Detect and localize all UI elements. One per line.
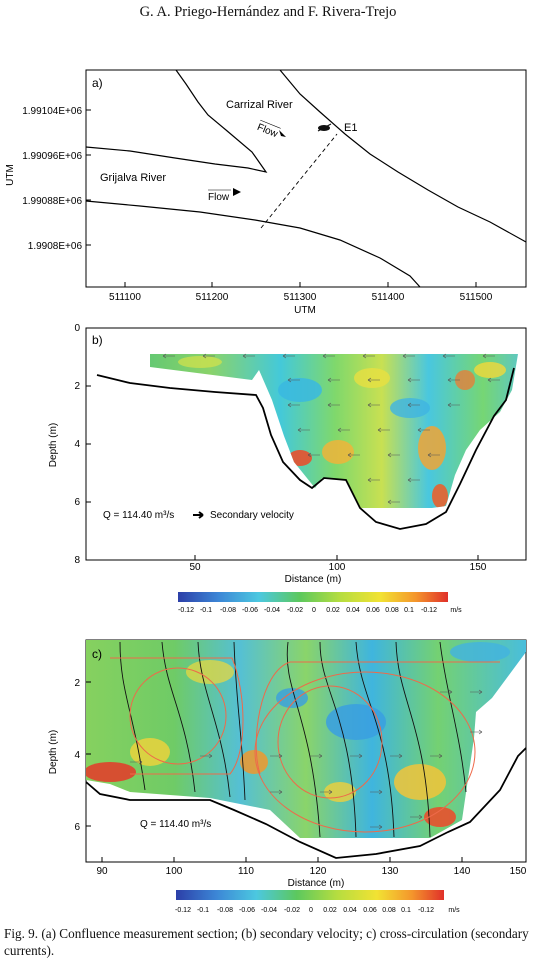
legend-secondary-velocity: Secondary velocity — [210, 510, 294, 521]
circulation-xtick: 150 — [510, 866, 527, 877]
river-label-carrizal: Carrizal River — [226, 99, 293, 111]
colorbar-unit: m/s — [450, 607, 462, 614]
colorbar-tick: -0.04 — [261, 907, 277, 914]
circulation-xtick: 130 — [382, 866, 399, 877]
circulation-xtick: 120 — [310, 866, 327, 877]
colorbar-tick: 0.08 — [382, 907, 396, 914]
colorbar-tick: -0.12 — [421, 607, 437, 614]
map-ytick: 1.9908E+06 — [28, 241, 83, 252]
station-marker-icon — [317, 123, 332, 132]
grijalva-south-bank — [85, 200, 421, 288]
colorbar-tick: -0.02 — [284, 907, 300, 914]
discharge-label-c: Q = 114.40 m³/s — [140, 819, 211, 830]
colorbar-c-ticks: -0.12 -0.1 -0.08 -0.06 -0.04 -0.02 0 0.0… — [175, 907, 460, 914]
map-ytick: 1.99104E+06 — [22, 106, 82, 117]
section-xtick: 150 — [470, 562, 487, 573]
flow-label-grijalva: Flow — [208, 192, 230, 203]
circulation-xtick: 110 — [238, 866, 254, 877]
colorbar-tick: 0 — [312, 607, 316, 614]
map-xtick: 511400 — [372, 292, 405, 303]
secondary-velocity-vectors — [162, 353, 500, 505]
colorbar-tick: 0.02 — [323, 907, 337, 914]
circulation-ylabel: Depth (m) — [48, 730, 59, 774]
colorbar-tick: -0.02 — [287, 607, 303, 614]
circulation-ytick: 4 — [74, 750, 80, 761]
colorbar-tick: 0.04 — [346, 607, 360, 614]
colorbar-tick: -0.1 — [197, 907, 209, 914]
station-label: E1 — [344, 122, 357, 134]
map-plot-frame — [85, 69, 527, 288]
colorbar-unit: m/s — [448, 907, 460, 914]
colorbar-tick: -0.1 — [200, 607, 212, 614]
figure-caption: Fig. 9. (a) Confluence measurement secti… — [4, 926, 529, 958]
riverbed-profile-c — [85, 747, 527, 859]
colorbar-tick: -0.06 — [239, 907, 255, 914]
riverbed-profile-b — [96, 367, 515, 530]
page-header: G. A. Priego-Hernández and F. Rivera-Tre… — [139, 4, 397, 20]
map-xtick: 511500 — [460, 292, 493, 303]
map-ytick: 1.99096E+06 — [22, 151, 82, 162]
colorbar-b — [178, 592, 448, 602]
colorbar-tick: 0.02 — [326, 607, 340, 614]
colorbar-tick: -0.08 — [220, 607, 236, 614]
panel-a-label: a) — [92, 76, 103, 90]
measurement-section-line — [260, 133, 338, 229]
colorbar-tick: 0.06 — [363, 907, 377, 914]
flow-arrow-carrizal-icon — [279, 130, 286, 137]
colorbar-tick: -0.12 — [418, 907, 434, 914]
section-xtick: 50 — [189, 562, 201, 573]
section-xlabel: Distance (m) — [285, 574, 342, 585]
map-xtick: 511200 — [196, 292, 229, 303]
circulation-xtick: 140 — [454, 866, 471, 877]
colorbar-tick: 0.1 — [404, 607, 414, 614]
circulation-xlabel: Distance (m) — [288, 878, 345, 889]
section-ytick: 8 — [74, 555, 80, 566]
circulation-xtick: 100 — [166, 866, 183, 877]
colorbar-tick: -0.12 — [175, 907, 191, 914]
colorbar-c — [176, 890, 444, 900]
section-ytick: 6 — [74, 497, 80, 508]
flow-arrow-grijalva-icon — [233, 188, 241, 196]
map-xtick: 511300 — [284, 292, 317, 303]
figure-panel-a: E1 Carrizal River Grijalva River Flow Fl… — [0, 60, 536, 320]
colorbar-tick: 0.08 — [385, 607, 399, 614]
panel-b-label: b) — [92, 333, 103, 347]
circulation-ytick: 2 — [74, 678, 80, 689]
section-ytick: 2 — [74, 381, 80, 392]
map-ylabel: UTM — [5, 164, 16, 186]
section-xtick: 100 — [329, 562, 346, 573]
section-ytick: 4 — [74, 439, 80, 450]
carrizal-north-bank — [279, 69, 527, 243]
circulation-xtick: 90 — [96, 866, 108, 877]
colorbar-tick: -0.12 — [178, 607, 194, 614]
discharge-label-b: Q = 114.40 m³/s — [103, 510, 174, 521]
figure-panel-b: b) Q = 114.40 m³/s Secondary velocity 50… — [0, 320, 536, 620]
section-ylabel: Depth (m) — [48, 423, 59, 467]
map-xtick: 511100 — [109, 292, 141, 303]
colorbar-tick: 0 — [309, 907, 313, 914]
colorbar-tick: 0.06 — [366, 607, 380, 614]
circulation-vectors — [130, 689, 483, 830]
colorbar-b-ticks: -0.12 -0.1 -0.08 -0.06 -0.04 -0.02 0 0.0… — [178, 607, 462, 614]
colorbar-tick: 0.04 — [343, 907, 357, 914]
secondary-velocity-legend-arrow-icon — [193, 511, 204, 519]
panel-c-label: c) — [92, 647, 102, 661]
secondary-current-cells — [110, 657, 500, 833]
section-ytick: 0 — [74, 323, 80, 334]
circulation-ytick: 6 — [74, 822, 80, 833]
colorbar-tick: -0.06 — [242, 607, 258, 614]
map-xlabel: UTM — [294, 305, 316, 316]
colorbar-tick: -0.04 — [264, 607, 280, 614]
map-ytick: 1.99088E+06 — [22, 196, 82, 207]
river-label-grijalva: Grijalva River — [100, 172, 166, 184]
colorbar-tick: 0.1 — [401, 907, 411, 914]
colorbar-tick: -0.08 — [217, 907, 233, 914]
grijalva-north-bank — [85, 69, 268, 173]
figure-panel-c: c) Q = 114.40 m³/s 90 100 110 120 130 14… — [0, 632, 536, 922]
